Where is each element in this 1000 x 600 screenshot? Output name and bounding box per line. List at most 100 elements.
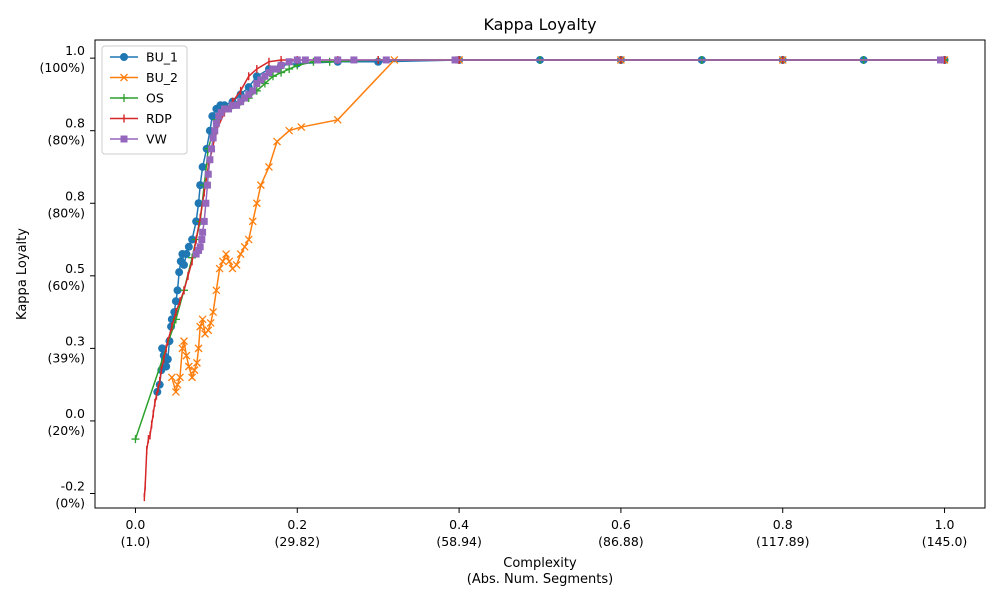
x-axis: 0.0 (1.0) 0.2 (29.82) 0.4 (58.94) 0.6 (86.88) 0.… [121,508,968,549]
data-point [325,57,334,66]
series-vw [192,56,944,258]
legend-marker [120,94,128,102]
x-tick-label: 0.4 [449,517,469,532]
data-point [237,98,245,106]
data-point [229,101,237,109]
x-tick-label: 0.2 [287,517,307,532]
data-point [182,351,191,360]
data-point [209,308,218,317]
legend-marker [120,73,128,82]
data-point [204,326,213,335]
x-tick-sublabel: (117.89) [756,534,810,549]
series-bu-1 [153,55,949,396]
y-axis-label: Kappa Loyalty [15,228,30,320]
data-point [192,358,201,367]
legend-item: BU_2 [110,70,178,85]
data-point [131,435,140,444]
y-tick-label: 1.0 [65,43,85,58]
x-tick-label: 0.6 [611,517,631,532]
data-point [167,373,176,382]
series-line [134,59,945,440]
y-tick-label: -0.2 [61,478,85,493]
data-point [194,199,203,208]
data-point [232,260,241,269]
y-tick-label: 0.5 [65,261,85,276]
data-point [175,268,184,277]
series-line [156,59,945,393]
data-point [451,56,459,64]
data-point [198,236,206,244]
data-point [163,355,172,364]
legend-label: OS [146,91,164,106]
data-point [190,366,199,375]
x-tick-label: 0.8 [773,517,793,532]
data-point [171,387,180,396]
data-point [209,134,217,142]
data-point [196,243,204,251]
data-point [236,250,245,259]
data-point [175,373,184,382]
legend-label: VW [146,132,167,147]
y-tick-sublabel: (80%) [47,205,85,220]
data-point [171,297,180,306]
y-tick-sublabel: (0%) [55,495,85,510]
data-point [195,246,203,254]
series-line [171,59,945,393]
data-point [265,69,273,77]
data-point [158,344,167,353]
data-point [196,181,205,190]
y-tick-sublabel: (60%) [47,278,85,293]
x-tick-label: 1.0 [935,517,955,532]
data-point [273,65,281,73]
data-point [203,181,211,189]
legend-item: RDP [110,111,172,126]
data-point [182,250,191,259]
data-point [178,344,187,353]
data-point [180,337,188,346]
data-point [196,322,205,331]
data-point [273,137,282,146]
data-point [184,362,193,371]
data-point [277,68,286,77]
data-point [211,127,219,135]
data-point [173,380,182,389]
data-point [244,235,253,244]
legend-item: BU_1 [110,50,178,65]
data-point [188,235,197,244]
legend-label: BU_1 [146,50,178,65]
data-point [206,319,215,327]
data-point [293,56,301,64]
y-tick-sublabel: (39%) [47,350,85,365]
x-tick-sublabel: (86.88) [598,534,644,549]
data-point [937,56,944,64]
data-point [333,115,342,124]
data-point [260,79,269,88]
x-tick-sublabel: (145.0) [922,534,968,549]
plot-area [131,55,949,502]
data-point [218,257,227,266]
data-point [285,126,294,135]
legend-frame [101,45,188,155]
y-tick-sublabel: (20%) [47,423,85,438]
x-tick-sublabel: (29.82) [274,534,320,549]
data-point [173,286,182,295]
data-point [225,257,234,266]
data-point [212,119,220,127]
legend-item: VW [110,132,167,147]
data-point [285,58,293,66]
data-point [208,145,216,153]
data-point [269,65,277,73]
data-point [277,61,285,69]
data-point [285,65,294,74]
y-tick-sublabel: (100%) [40,60,86,75]
series-rdp [143,55,946,502]
data-point [217,109,225,117]
data-point [264,163,273,171]
data-point [220,105,228,113]
data-point [188,373,197,382]
data-point [261,72,269,80]
x-tick-sublabel: (58.94) [436,534,482,549]
data-point [233,101,241,109]
legend-marker [120,53,128,61]
data-point [350,56,358,64]
